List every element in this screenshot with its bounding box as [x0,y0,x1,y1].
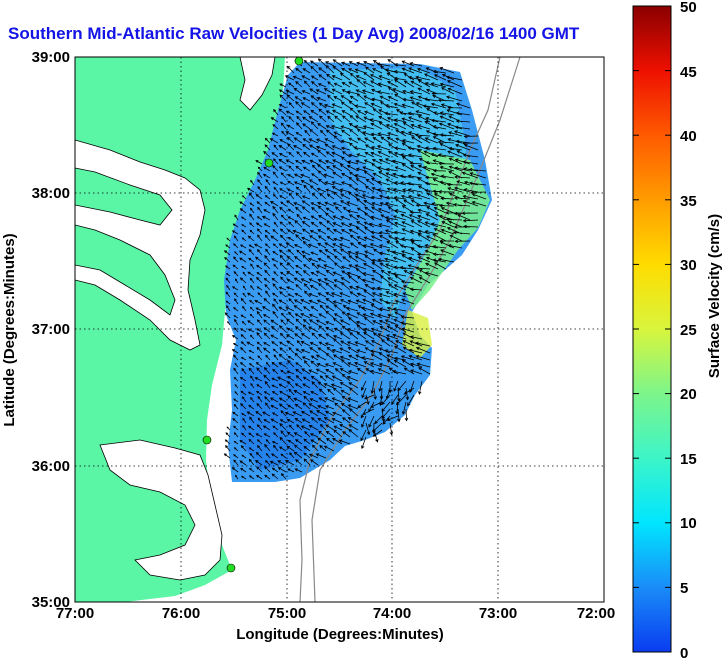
colorbar-tick-label: 15 [680,451,697,468]
colorbar-tick-label: 45 [680,64,697,81]
colorbar-tick-label: 5 [680,580,688,597]
radar-station [294,57,304,66]
colorbar-tick-label: 0 [680,645,688,659]
colorbar-tick-label: 50 [680,0,697,16]
chesapeake-bay [75,139,206,351]
lon-tick-label: 77:00 [56,605,94,622]
x-axis-label: Longitude (Degrees:Minutes) [236,626,444,643]
colorbar [632,5,672,653]
lon-tick-label: 75:00 [268,605,306,622]
colorbar-ticks [633,5,671,653]
map-title: Southern Mid-Atlantic Raw Velocities (1 … [8,24,580,43]
pamlico-sound [99,439,223,581]
radar-station [202,435,212,445]
field-yellow-zone [402,310,432,358]
lon-tick-label: 74:00 [373,605,411,622]
colorbar-tick-label: 10 [680,515,697,532]
radar-station [226,563,236,573]
lat-tick-label: 36:00 [32,458,70,475]
colorbar-tick-label: 20 [680,386,697,403]
lon-tick-label: 72:00 [577,605,615,622]
colorbar-tick-label: 35 [680,193,697,210]
isobath-contour-2 [311,57,521,602]
lat-tick-label: 38:00 [32,185,70,202]
colorbar-tick-label: 40 [680,128,697,145]
lat-tick-label: 35:00 [32,594,70,611]
colorbar-label: Surface Velocity (cm/s) [706,214,723,378]
y-axis-label: Latitude (Degrees:Minutes) [1,233,18,426]
lon-tick-label: 73:00 [479,605,517,622]
colorbar-tick-label: 30 [680,257,697,274]
lat-tick-label: 39:00 [32,49,70,66]
field-fast-zone [330,68,470,320]
lat-tick-label: 37:00 [32,321,70,338]
radar-station [264,158,274,168]
lon-tick-label: 76:00 [162,605,200,622]
grid [75,57,604,602]
delaware-bay [239,57,276,111]
plot-frame [74,56,605,603]
colorbar-tick-label: 25 [680,322,697,339]
